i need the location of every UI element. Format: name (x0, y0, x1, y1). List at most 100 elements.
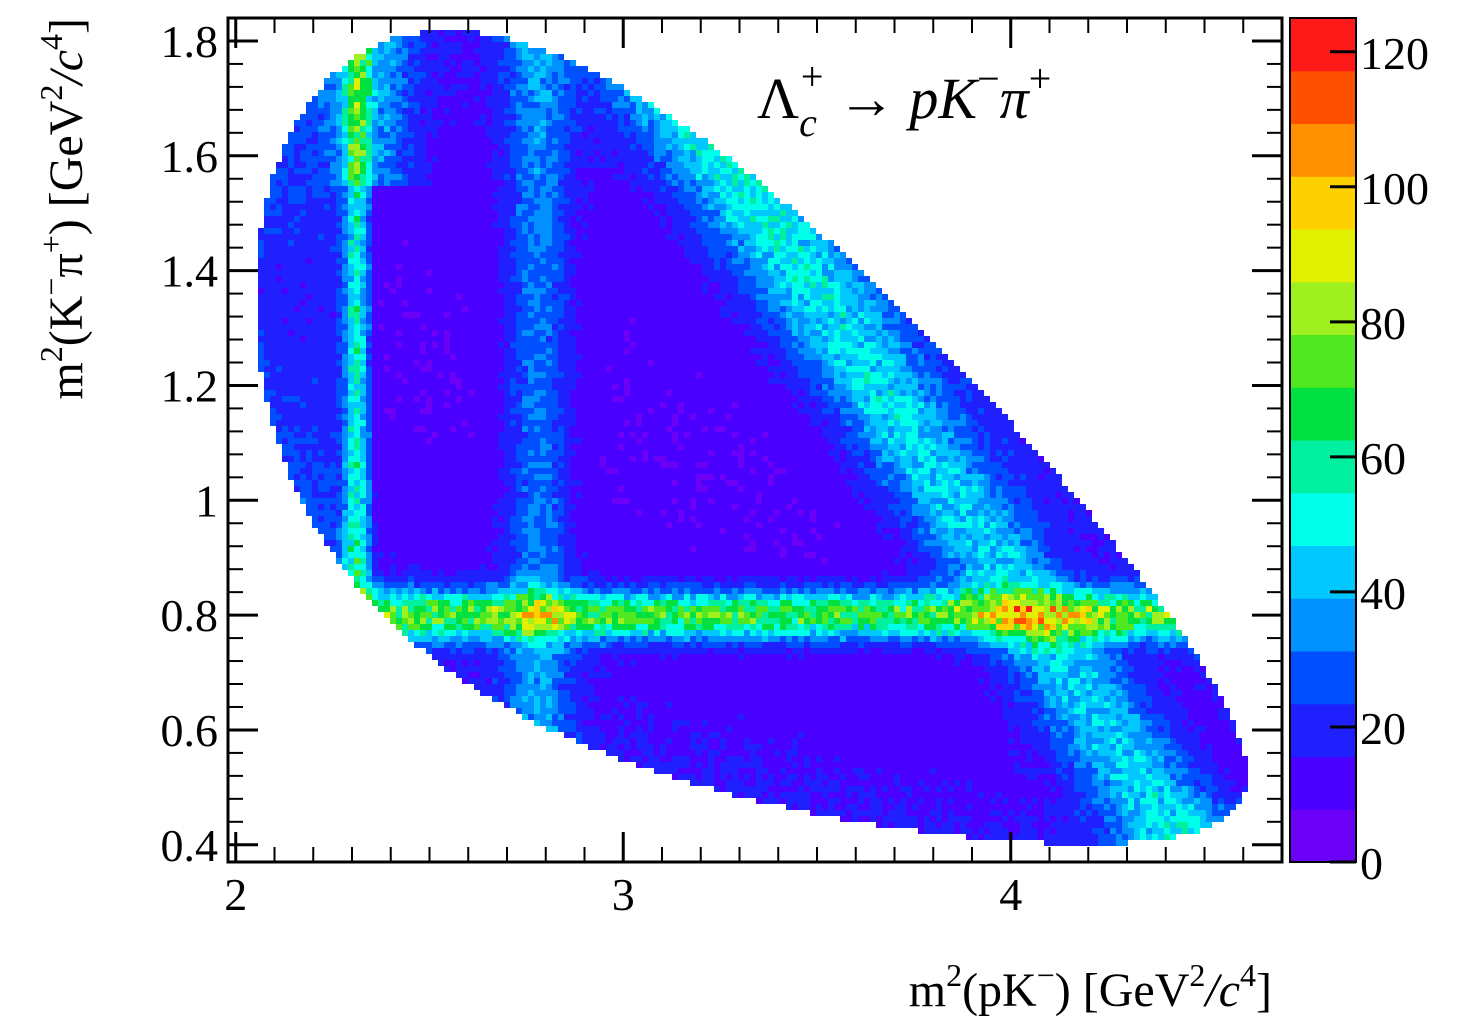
heatmap-cell (504, 420, 510, 426)
heatmap-cell (348, 354, 354, 360)
heatmap-cell (366, 156, 372, 162)
heatmap-cell (336, 516, 342, 522)
heatmap-cell (498, 234, 504, 240)
heatmap-cell (492, 582, 498, 588)
heatmap-cell (438, 528, 444, 534)
heatmap-cell (444, 534, 450, 540)
heatmap-cell (510, 498, 516, 504)
heatmap-cell (522, 132, 528, 138)
heatmap-cell (408, 102, 414, 108)
heatmap-cell (372, 366, 378, 372)
heatmap-cell (522, 426, 528, 432)
heatmap-cell (426, 288, 432, 294)
heatmap-cell (414, 42, 420, 48)
heatmap-cell (534, 564, 540, 570)
heatmap-cell (462, 90, 468, 96)
heatmap-cell (420, 294, 426, 300)
heatmap-cell (336, 126, 342, 132)
heatmap-cell (570, 534, 576, 540)
heatmap-cell (384, 462, 390, 468)
heatmap-cell (390, 270, 396, 276)
heatmap-cell (498, 582, 504, 588)
heatmap-cell (408, 342, 414, 348)
heatmap-cell (384, 366, 390, 372)
heatmap-cell (348, 126, 354, 132)
heatmap-cell (342, 462, 348, 468)
heatmap-cell (354, 582, 360, 588)
heatmap-cell (390, 156, 396, 162)
heatmap-cell (276, 222, 282, 228)
heatmap-cell (414, 528, 420, 534)
heatmap-cell (330, 156, 336, 162)
heatmap-cell (570, 318, 576, 324)
heatmap-cell (276, 438, 282, 444)
heatmap-cell (570, 330, 576, 336)
heatmap-cell (504, 180, 510, 186)
heatmap-cell (450, 324, 456, 330)
heatmap-cell (414, 522, 420, 528)
heatmap-cell (288, 312, 294, 318)
heatmap-cell (366, 540, 372, 546)
heatmap-cell (420, 144, 426, 150)
heatmap-cell (270, 402, 276, 408)
heatmap-cell (342, 78, 348, 84)
heatmap-cell (552, 720, 558, 726)
heatmap-cell (384, 210, 390, 216)
heatmap-cell (504, 84, 510, 90)
heatmap-cell (354, 534, 360, 540)
heatmap-cell (414, 450, 420, 456)
heatmap-cell (522, 690, 528, 696)
heatmap-cell (294, 246, 300, 252)
heatmap-cell (360, 234, 366, 240)
heatmap-cell (474, 606, 480, 612)
heatmap-cell (396, 516, 402, 522)
heatmap-cell (492, 564, 498, 570)
heatmap-cell (426, 570, 432, 576)
heatmap-cell (510, 264, 516, 270)
heatmap-cell (402, 264, 408, 270)
heatmap-cell (336, 138, 342, 144)
heatmap-cell (450, 456, 456, 462)
heatmap-cell (318, 444, 324, 450)
heatmap-cell (528, 174, 534, 180)
heatmap-cell (456, 498, 462, 504)
heatmap-cell (318, 318, 324, 324)
heatmap-cell (516, 180, 522, 186)
heatmap-cell (282, 234, 288, 240)
heatmap-cell (534, 414, 540, 420)
heatmap-cell (360, 330, 366, 336)
heatmap-cell (336, 246, 342, 252)
heatmap-cell (522, 612, 528, 618)
heatmap-cell (372, 318, 378, 324)
heatmap-cell (564, 78, 570, 84)
heatmap-cell (540, 504, 546, 510)
heatmap-cell (522, 372, 528, 378)
heatmap-cell (468, 570, 474, 576)
heatmap-cell (276, 174, 282, 180)
heatmap-cell (456, 390, 462, 396)
heatmap-cell (282, 258, 288, 264)
heatmap-cell (312, 336, 318, 342)
heatmap-cell (480, 102, 486, 108)
heatmap-cell (546, 108, 552, 114)
heatmap-cell (510, 342, 516, 348)
heatmap-cell (522, 510, 528, 516)
heatmap-cell (498, 546, 504, 552)
heatmap-cell (564, 636, 570, 642)
heatmap-cell (522, 306, 528, 312)
heatmap-cell (324, 132, 330, 138)
heatmap-cell (480, 174, 486, 180)
heatmap-cell (444, 642, 450, 648)
heatmap-cell (468, 576, 474, 582)
heatmap-cell (396, 270, 402, 276)
heatmap-cell (414, 570, 420, 576)
heatmap-cell (462, 510, 468, 516)
heatmap-cell (420, 402, 426, 408)
heatmap-cell (558, 480, 564, 486)
heatmap-cell (372, 252, 378, 258)
heatmap-cell (432, 594, 438, 600)
heatmap-cell (396, 174, 402, 180)
heatmap-cell (420, 636, 426, 642)
heatmap-cell (390, 426, 396, 432)
heatmap-cell (324, 438, 330, 444)
